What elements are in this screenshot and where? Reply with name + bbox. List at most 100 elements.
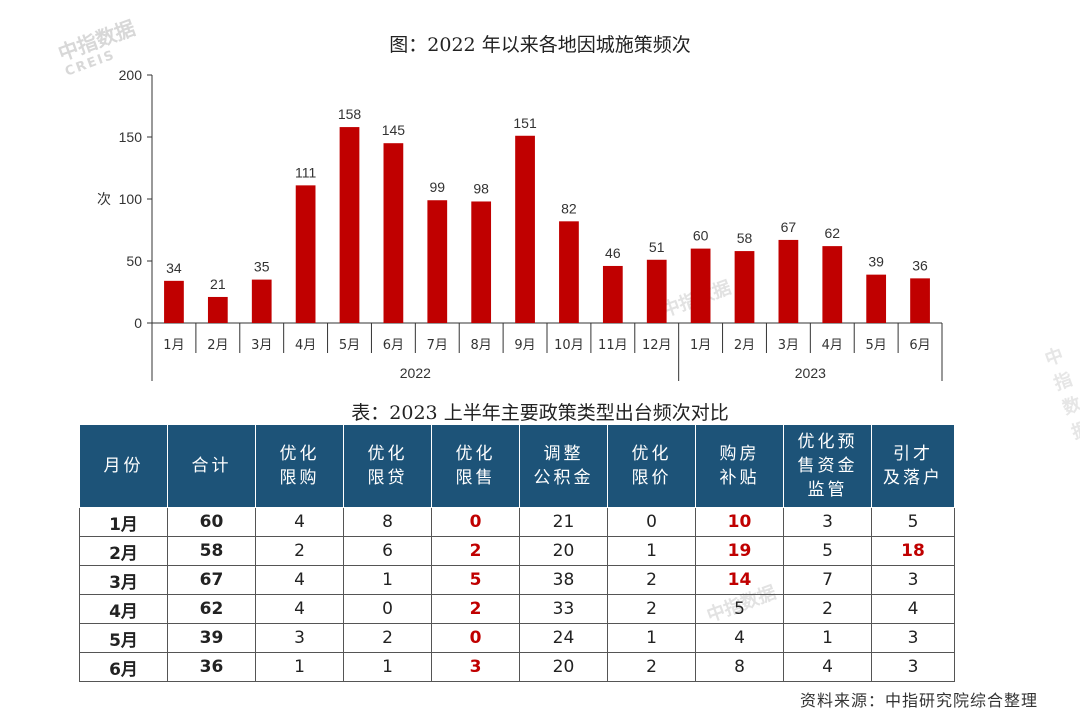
table-row: 6月 36 1 1 3 20 2 8 4 3 [79,652,955,682]
value-cell: 24 [519,623,608,653]
value-cell: 8 [343,507,432,537]
value-cell: 0 [431,623,520,653]
table-header-cell: 购房 补贴 [695,424,784,508]
bar [515,135,535,323]
data-label: 36 [912,257,928,273]
bar [339,127,360,323]
x-tick-label: 6月 [383,338,404,353]
data-label: 99 [429,179,445,195]
x-tick-label: 7月 [427,338,448,353]
total-cell: 36 [167,652,256,682]
table-header-cell: 引才 及落户 [871,424,955,508]
value-cell: 4 [783,652,872,682]
x-tick-label: 1月 [163,338,184,353]
data-label: 35 [254,259,270,275]
header-text-line: 优化 [279,444,320,464]
header-text-line: 合计 [191,456,232,476]
total-cell: 67 [167,565,256,595]
bar [690,248,711,323]
data-label: 60 [693,228,709,244]
bar [427,200,448,323]
bar [910,278,930,323]
y-tick-label: 150 [119,129,143,145]
table-row: 5月 39 3 2 0 24 1 4 1 3 [79,623,955,653]
x-tick-label: 1月 [690,338,711,353]
header-text-line: 限售 [455,468,496,488]
value-cell: 4 [255,594,344,624]
table-header-cell: 调整 公积金 [519,424,608,508]
value-cell: 3 [871,652,955,682]
value-cell: 2 [783,594,872,624]
value-cell: 20 [519,652,608,682]
value-cell: 0 [343,594,432,624]
table-header-cell: 合计 [167,424,256,508]
header-text-line: 优化 [631,444,672,464]
value-cell: 5 [431,565,520,595]
table-header-cell: 优化 限购 [255,424,344,508]
data-label: 51 [649,239,665,255]
value-cell: 1 [343,565,432,595]
value-cell: 1 [607,536,696,566]
value-cell: 38 [519,565,608,595]
x-tick-label: 5月 [866,338,887,353]
table-header-cell: 优化 限售 [431,424,520,508]
header-text-line: 优化 [367,444,408,464]
value-cell: 14 [695,565,784,595]
value-cell: 1 [783,623,872,653]
bar [602,265,623,323]
value-cell: 3 [431,652,520,682]
data-label: 58 [737,230,753,246]
bar [646,259,667,323]
bar [559,221,579,323]
group-label: 2022 [400,365,431,381]
x-tick-label: 3月 [251,338,272,353]
data-label: 111 [295,164,316,180]
header-text-line: 优化 [455,444,496,464]
value-cell: 6 [343,536,432,566]
x-tick-label: 10月 [554,338,584,353]
total-cell: 60 [167,507,256,537]
data-label: 34 [166,260,182,276]
value-cell: 33 [519,594,608,624]
value-cell: 21 [519,507,608,537]
value-cell: 2 [607,652,696,682]
bar [778,239,799,323]
x-tick-label: 2月 [734,338,755,353]
total-cell: 58 [167,536,256,566]
table-header-row: 月份 合计 优化 限购 优化 限贷 优化 限售 调整 公积金 优化 限价 购房 补贴 优化预 售资金 监管 引才及… [79,424,955,508]
value-cell: 5 [871,507,955,537]
value-cell: 3 [871,623,955,653]
x-tick-label: 4月 [295,338,316,353]
bar [734,251,755,323]
table-title: 表：2023 上半年主要政策类型出台频次对比 [351,402,729,424]
value-cell: 4 [255,565,344,595]
bar [164,280,184,323]
month-cell: 2月 [79,536,168,566]
header-text-line: 限贷 [367,468,408,488]
x-tick-label: 5月 [339,338,360,353]
data-label: 62 [824,225,840,241]
data-label: 82 [561,200,577,216]
value-cell: 5 [783,536,872,566]
table-header-cell: 优化 限价 [607,424,696,508]
value-cell: 2 [607,594,696,624]
header-text-line: 限购 [279,468,320,488]
value-cell: 0 [431,507,520,537]
value-cell: 7 [783,565,872,595]
value-cell: 2 [431,536,520,566]
y-axis-label: 次 [97,192,111,208]
y-tick-label: 100 [119,191,143,207]
bar-chart: 0 50 100 150 200 次 34 1月 21 2月 35 3月 111 4月 158 5月 145 6月… [97,67,943,381]
x-tick-label: 2月 [207,338,228,353]
value-cell: 2 [607,565,696,595]
total-cell: 62 [167,594,256,624]
month-cell: 5月 [79,623,168,653]
table-row: 2月 58 2 6 2 20 1 19 5 18 [79,536,955,566]
header-text-line: 及落户 [883,468,943,488]
header-text-line: 优化预 [797,432,858,452]
bar [207,296,228,323]
value-cell: 4 [695,623,784,653]
bar [471,201,492,323]
data-label: 21 [210,276,226,292]
bar [822,246,843,323]
